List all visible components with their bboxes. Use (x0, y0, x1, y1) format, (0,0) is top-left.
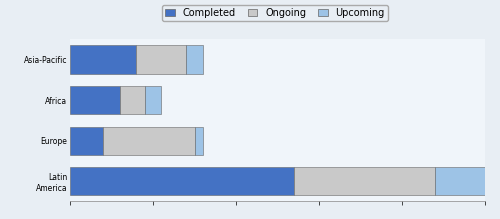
Bar (103, 127, 194, 155)
Bar (70, 167, 294, 195)
Bar (70, 127, 103, 155)
Bar (194, 127, 203, 155)
Bar (435, 167, 485, 195)
Bar (120, 86, 144, 114)
Bar (136, 46, 186, 74)
Bar (294, 167, 435, 195)
Bar (186, 46, 203, 74)
Bar (70, 86, 120, 114)
Bar (70, 46, 136, 74)
Bar (144, 86, 162, 114)
Legend: Completed, Ongoing, Upcoming: Completed, Ongoing, Upcoming (162, 5, 388, 21)
